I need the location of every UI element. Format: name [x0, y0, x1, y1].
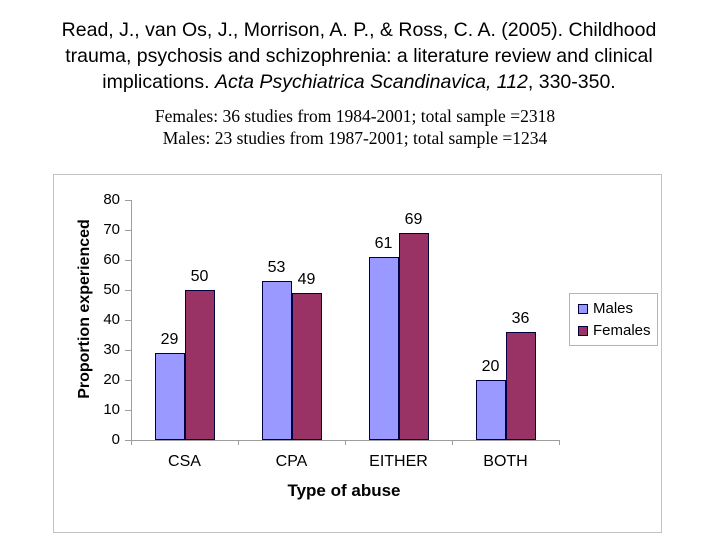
y-tick-mark — [125, 410, 131, 411]
y-tick-label: 60 — [103, 251, 120, 268]
bar-females-csa — [184, 290, 215, 440]
legend-item-females: Females — [578, 322, 657, 339]
y-tick-label: 0 — [111, 431, 120, 448]
bar-value-label: 61 — [374, 235, 393, 252]
chart-legend: Males Females — [569, 293, 658, 346]
bar-females-both — [505, 332, 536, 440]
y-tick-label: 20 — [103, 371, 120, 388]
legend-label-males: Males — [593, 300, 634, 317]
y-tick-label: 50 — [103, 281, 120, 298]
y-tick-label: 40 — [103, 311, 120, 328]
study-summary-text: Females: 36 studies from 1984-2001; tota… — [10, 106, 700, 149]
legend-label-females: Females — [593, 322, 651, 339]
bar-value-label: 50 — [190, 268, 209, 285]
legend-item-males: Males — [578, 300, 657, 317]
bar-value-label: 69 — [404, 211, 423, 228]
x-tick-mark — [452, 440, 453, 445]
bar-males-both — [475, 380, 506, 440]
bar-chart: Proportion experienced Type of abuse 0 10… — [53, 174, 662, 533]
y-tick-mark — [125, 230, 131, 231]
y-tick-mark — [125, 320, 131, 321]
y-tick-mark — [125, 290, 131, 291]
y-tick-mark — [125, 260, 131, 261]
females-swatch-icon — [578, 325, 588, 336]
females-summary: Females: 36 studies from 1984-2001; tota… — [154, 106, 556, 126]
x-tick-mark — [559, 440, 560, 445]
y-tick-mark — [125, 350, 131, 351]
y-tick-mark — [125, 440, 131, 441]
bar-females-either — [398, 233, 429, 440]
bar-value-label: 36 — [511, 310, 530, 327]
category-label: BOTH — [483, 453, 528, 470]
bar-value-label: 53 — [267, 259, 286, 276]
bar-value-label: 20 — [481, 358, 500, 375]
category-label: CSA — [168, 453, 201, 470]
x-tick-mark — [131, 440, 132, 445]
y-tick-label: 70 — [103, 221, 120, 238]
y-tick-label: 10 — [103, 401, 120, 418]
citation-line3: implications. Acta Psychiatrica Scandina… — [102, 71, 616, 93]
citation-line2: trauma, psychosis and schizophrenia: a l… — [65, 45, 653, 67]
bar-males-cpa — [261, 281, 292, 440]
bar-value-label: 29 — [160, 331, 179, 348]
bar-males-csa — [154, 353, 185, 440]
bar-males-either — [368, 257, 399, 440]
citation-line1: Read, J., van Os, J., Morrison, A. P., &… — [61, 19, 657, 41]
y-tick-mark — [125, 200, 131, 201]
citation-text: Read, J., van Os, J., Morrison, A. P., &… — [30, 17, 688, 95]
males-summary: Males: 23 studies from 1987-2001; total … — [162, 127, 548, 148]
bar-value-label: 49 — [297, 271, 316, 288]
y-tick-mark — [125, 380, 131, 381]
journal-name: Acta Psychiatrica Scandinavica, 112 — [215, 71, 528, 93]
males-swatch-icon — [578, 303, 588, 314]
bar-females-cpa — [291, 293, 322, 440]
x-tick-mark — [238, 440, 239, 445]
y-axis-line — [131, 200, 132, 441]
category-label: EITHER — [369, 453, 428, 470]
x-tick-mark — [345, 440, 346, 445]
category-label: CPA — [275, 453, 308, 470]
y-tick-label: 30 — [103, 341, 120, 358]
x-axis-title: Type of abuse — [287, 481, 401, 500]
y-tick-label: 80 — [103, 191, 120, 208]
